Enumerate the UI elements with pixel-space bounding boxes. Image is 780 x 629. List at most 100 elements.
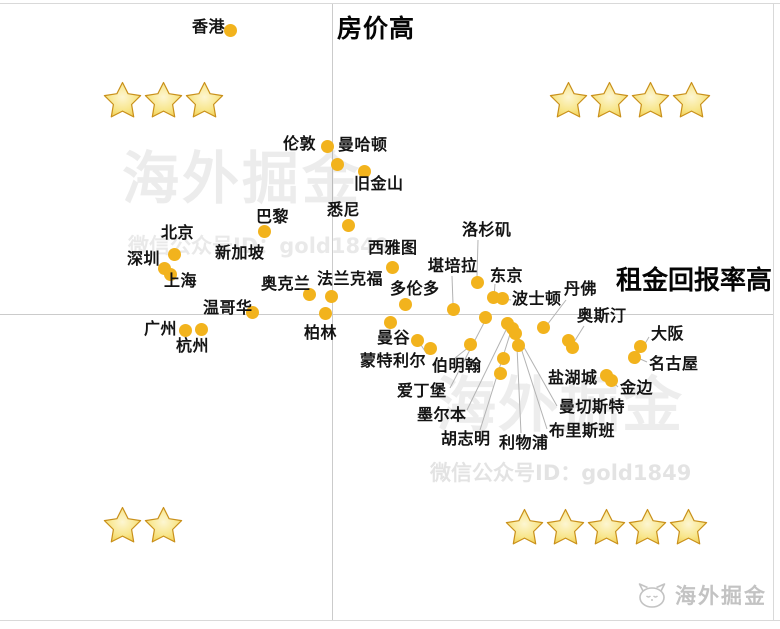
vertical-axis-line [332,4,333,620]
city-dot [163,267,177,281]
city-label: 洛杉矶 [462,220,512,239]
city-dot [398,297,412,311]
city-label: 柏林 [304,323,338,342]
city-dot [511,338,525,352]
brand-name: 海外掘金 [675,584,767,608]
leader-line [449,318,487,389]
x-axis-title: 租金回报率高 [616,266,773,296]
city-dot [194,322,208,336]
city-label: 北京 [161,223,195,242]
city-dot [302,287,316,301]
city-dot [604,373,618,387]
star-icon [505,508,544,545]
star-icon [628,508,667,545]
city-label: 西雅图 [368,238,418,257]
star-icon [549,81,588,118]
city-label: 新加坡 [215,243,265,262]
city-label: 曼切斯特 [559,397,626,416]
leader-line [573,325,585,343]
city-label: 悉尼 [327,200,361,219]
city-label: 多伦多 [390,279,440,298]
city-label: 杭州 [176,336,210,355]
city-dot [470,275,484,289]
city-dot [496,351,510,365]
city-label: 金边 [620,378,654,397]
leader-line [520,347,548,430]
cat-mascot-icon [638,583,666,608]
watermark-wechat-id-right: 微信公众号ID：gold1849 [430,461,692,485]
city-dot [446,302,460,316]
city-label: 波士顿 [512,289,562,308]
city-dot [318,306,332,320]
city-label: 法兰克福 [317,269,384,288]
star-icon [546,508,585,545]
city-dot [536,320,550,334]
watermark-brand-right: 海外掘金 [436,371,684,441]
star-icon [144,81,183,118]
city-label: 旧金山 [354,174,404,193]
star-icon [672,81,711,118]
leader-line [466,327,508,411]
city-dot [508,326,522,340]
star-icon [103,81,142,118]
city-dot [493,366,507,380]
city-label: 墨尔本 [417,405,467,424]
city-dot [383,315,397,329]
city-label: 丹佛 [564,279,598,298]
city-dot [627,350,641,364]
star-icon [103,506,142,543]
city-dot [341,218,355,232]
city-dot [423,341,437,355]
star-rating-bottom-right [504,507,709,549]
city-label: 堪培拉 [428,256,478,275]
city-label: 胡志明 [441,429,491,448]
city-dot [463,337,477,351]
city-label: 东京 [490,266,524,285]
city-label: 伯明翰 [432,356,482,375]
city-label: 广州 [144,319,178,338]
city-dot [178,323,192,337]
leader-line [476,239,479,278]
star-icon [185,81,224,118]
watermark-wechat-id-left: 微信公众号ID：gold1849 [128,234,390,258]
brand-logo: 海外掘金 [636,580,767,610]
city-dot [410,333,424,347]
star-icon [669,508,708,545]
leader-line [451,275,454,305]
star-icon [590,81,629,118]
star-rating-bottom-left [102,505,184,547]
city-label: 蒙特利尔 [360,351,427,370]
city-label: 深圳 [127,249,161,268]
city-label: 名古屋 [649,354,699,373]
city-label: 曼谷 [377,328,411,347]
city-label: 奥斯汀 [577,306,627,325]
city-dot [633,339,647,353]
right-border-line [773,3,774,621]
city-label: 大阪 [651,324,685,343]
top-border-line [0,3,780,4]
city-dot [245,305,259,319]
city-dot [357,164,371,178]
city-dot [330,157,344,171]
city-dot [320,139,334,153]
star-icon [144,506,183,543]
city-dot [565,340,579,354]
leader-line [516,346,522,434]
city-dot [324,289,338,303]
city-label: 爱丁堡 [397,381,447,400]
leader-line [546,299,567,326]
star-rating-top-left [102,80,225,122]
star-icon [587,508,626,545]
city-dot [478,310,492,324]
city-label: 盐湖城 [548,368,598,387]
city-label: 布里斯班 [549,421,616,440]
city-label: 巴黎 [256,207,290,226]
city-dot [167,247,181,261]
city-dot [257,224,271,238]
city-label: 奥克兰 [261,274,311,293]
star-rating-top-right [548,80,712,122]
city-label: 伦敦 [283,134,317,153]
bottom-border-line [0,620,780,621]
